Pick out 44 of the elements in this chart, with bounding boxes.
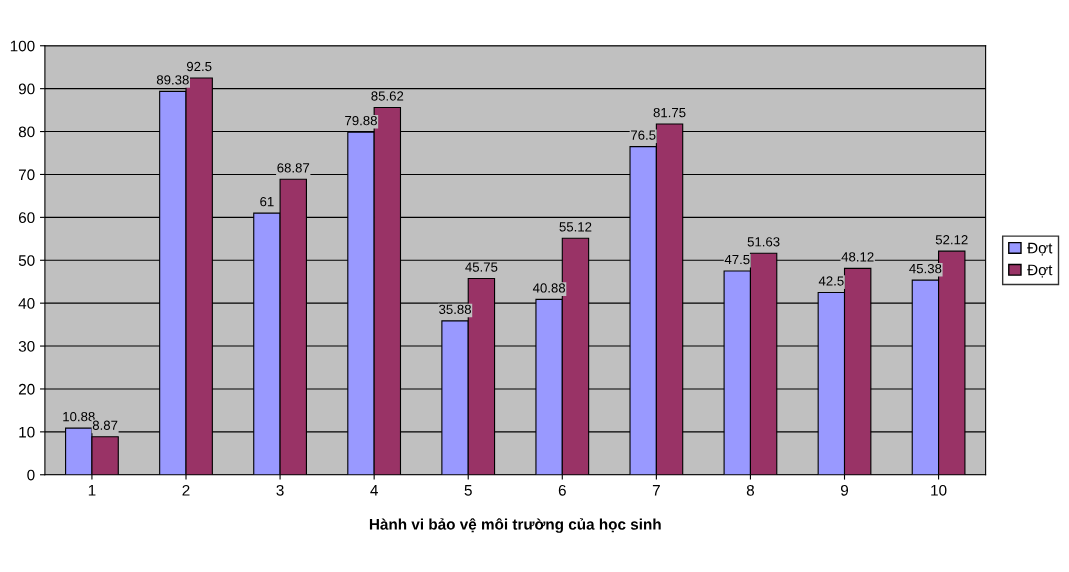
data-label: 68.87 — [277, 163, 310, 173]
x-tick-label: 5 — [464, 485, 472, 496]
data-label: 8.87 — [92, 420, 118, 430]
y-tick-label: 80 — [18, 126, 35, 138]
x-tick-label: 1 — [88, 485, 96, 496]
x-tick-label: 6 — [558, 484, 566, 496]
data-label: 55.12 — [559, 222, 592, 232]
data-label: 10.88 — [63, 411, 95, 422]
y-tick-label: 20 — [18, 383, 35, 395]
data-label: 79.88 — [345, 115, 377, 126]
y-tick-label: 100 — [10, 40, 35, 52]
data-label: 45.75 — [465, 262, 498, 272]
data-label: 61 — [260, 196, 274, 207]
x-tick-label: 7 — [652, 485, 660, 496]
y-tick-label: 70 — [18, 169, 35, 181]
data-label: 45.38 — [909, 263, 942, 274]
x-tick-label: 10 — [931, 484, 947, 496]
data-label: 85.62 — [371, 91, 404, 101]
data-label: 42.5 — [818, 276, 844, 286]
data-label: 48.12 — [841, 252, 874, 262]
y-tick-label: 90 — [18, 83, 35, 95]
y-tick-label: 0 — [27, 469, 35, 481]
y-tick-label: 30 — [18, 340, 35, 352]
data-label: 47.5 — [724, 255, 750, 265]
x-tick-label: 2 — [182, 484, 190, 496]
data-label: 81.75 — [653, 107, 686, 118]
y-tick-label: 50 — [18, 255, 35, 266]
y-tick-label: 60 — [18, 212, 35, 224]
data-label: 40.88 — [532, 283, 566, 293]
x-tick-label: 9 — [840, 484, 849, 496]
legend-label: Đợt — [1027, 242, 1053, 256]
data-label: 92.5 — [186, 61, 212, 72]
data-label: 51.63 — [747, 237, 780, 247]
x-tick-label: 4 — [370, 485, 378, 496]
data-label: 52.12 — [935, 235, 968, 245]
legend-label: Đợt — [1027, 264, 1053, 278]
y-tick-label: 10 — [19, 426, 35, 438]
data-label: 35.88 — [439, 304, 471, 315]
y-tick-label: 40 — [18, 298, 35, 309]
x-tick-label: 8 — [746, 484, 755, 496]
x-axis-title: Hành vi bảo vệ môi trường của học sinh — [369, 518, 661, 533]
data-label: 89.38 — [156, 75, 189, 85]
data-label: 76.5 — [631, 130, 656, 140]
x-tick-label: 3 — [276, 484, 284, 496]
